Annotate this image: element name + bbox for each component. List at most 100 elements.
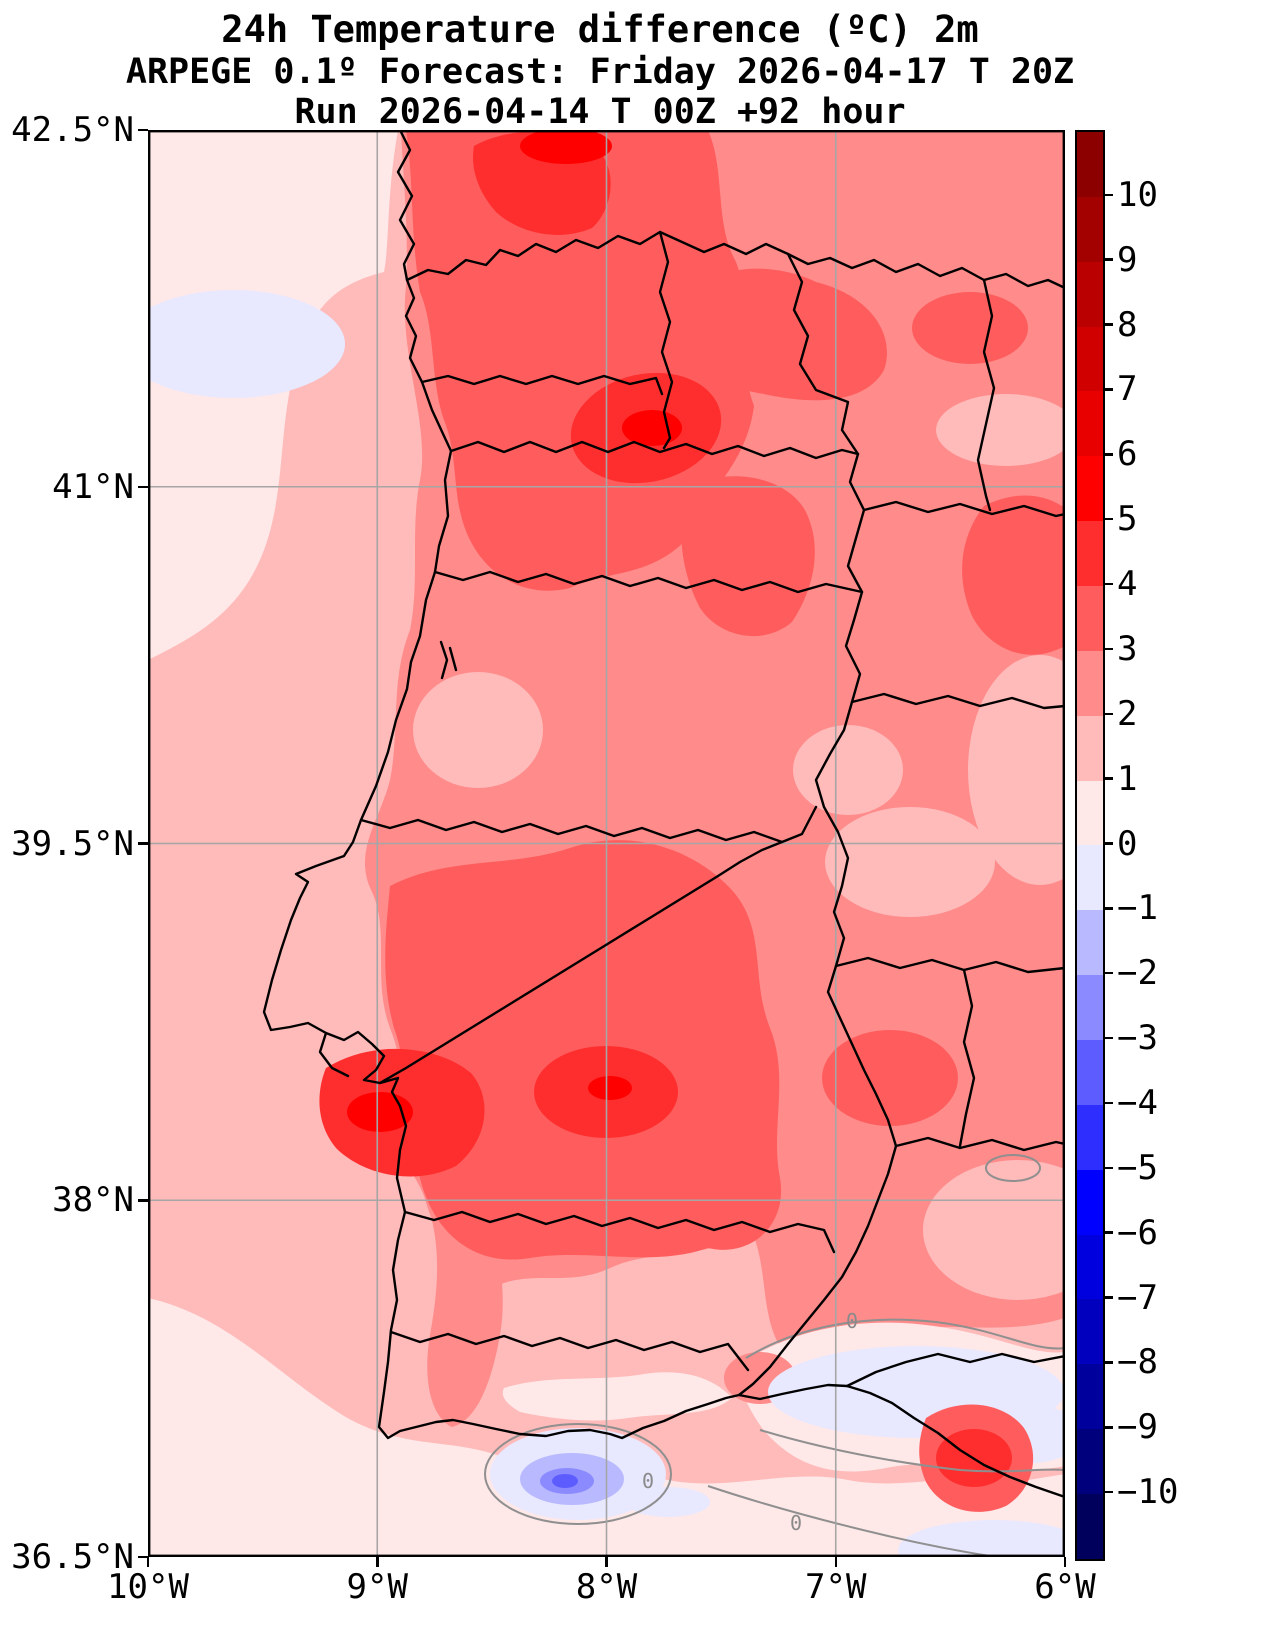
lat-tick-mark bbox=[138, 1199, 148, 1202]
east-border bbox=[737, 252, 898, 1397]
colorbar-segment bbox=[1077, 391, 1103, 457]
colorbar-tick-mark bbox=[1105, 453, 1113, 456]
colorbar-tick-label: 10 bbox=[1117, 174, 1158, 215]
lon-tick-mark bbox=[376, 1557, 379, 1567]
colorbar-segment bbox=[1077, 1429, 1103, 1495]
colorbar-tick-label: −5 bbox=[1117, 1147, 1158, 1188]
colorbar-tick-label: 4 bbox=[1117, 564, 1138, 605]
colorbar-tick-mark bbox=[1105, 582, 1113, 586]
colorbar-segment bbox=[1077, 1234, 1103, 1300]
colorbar-segment bbox=[1077, 1364, 1103, 1430]
colorbar-tick-mark bbox=[1105, 1231, 1113, 1234]
coastline bbox=[262, 130, 1065, 1499]
lat-tick-label: 41°N bbox=[52, 466, 134, 507]
map-plot-area: 0 0 0 0 0 bbox=[148, 130, 1065, 1557]
colorbar-segment bbox=[1077, 456, 1103, 522]
north-border bbox=[405, 230, 1065, 290]
lon-tick-label: 6°W bbox=[1034, 1567, 1096, 1607]
colorbar-tick-label: −9 bbox=[1117, 1407, 1158, 1448]
lat-tick-label: 36.5°N bbox=[11, 1537, 134, 1577]
lon-tick-label: 9°W bbox=[346, 1567, 408, 1607]
portugal-weather-map-svg: 0 0 0 0 0 bbox=[148, 130, 1065, 1557]
lon-tick-label: 7°W bbox=[805, 1567, 867, 1607]
colorbar-tick-label: 9 bbox=[1117, 239, 1138, 280]
lon-tick-mark bbox=[834, 1557, 837, 1567]
colorbar-tick-mark bbox=[1105, 907, 1113, 910]
colorbar-segment bbox=[1077, 586, 1103, 651]
colorbar-segment bbox=[1077, 261, 1103, 327]
colorbar-tick-label: 2 bbox=[1117, 693, 1138, 734]
map-frame bbox=[148, 130, 1065, 1557]
colorbar-tick-label: −10 bbox=[1117, 1472, 1179, 1513]
colorbar-tick-label: −7 bbox=[1117, 1277, 1158, 1318]
colorbar-segment bbox=[1077, 1299, 1103, 1365]
colorbar-tick-label: 1 bbox=[1117, 758, 1138, 799]
zero-contour-label: 0 bbox=[790, 1511, 802, 1535]
lat-tick-mark bbox=[138, 1555, 148, 1559]
colorbar-segment bbox=[1077, 132, 1103, 197]
colorbar-tick-label: −8 bbox=[1117, 1342, 1158, 1383]
colorbar-tick-mark bbox=[1105, 712, 1113, 716]
lat-tick-label: 38°N bbox=[52, 1180, 134, 1221]
colorbar-tick-mark bbox=[1105, 517, 1113, 521]
colorbar-segment bbox=[1077, 845, 1103, 911]
colorbar-segment bbox=[1077, 780, 1103, 846]
colorbar-tick-label: −1 bbox=[1117, 888, 1158, 929]
colorbar-tick-label: 7 bbox=[1117, 369, 1138, 410]
lon-tick-label: 8°W bbox=[575, 1567, 638, 1607]
colorbar-segment bbox=[1077, 975, 1103, 1041]
colorbar-segment bbox=[1077, 326, 1103, 392]
colorbar-tick-mark bbox=[1105, 1166, 1113, 1170]
colorbar-segment bbox=[1077, 196, 1103, 262]
lon-tick-mark bbox=[1063, 1557, 1067, 1567]
colorbar bbox=[1075, 130, 1105, 1561]
colorbar-tick-mark bbox=[1105, 1490, 1113, 1494]
colorbar-tick-mark bbox=[1105, 1361, 1113, 1364]
colorbar-tick-label: 8 bbox=[1117, 304, 1138, 345]
colorbar-tick-label: 3 bbox=[1117, 628, 1138, 669]
colorbar-tick-label: 0 bbox=[1117, 823, 1138, 864]
colorbar-tick-label: 5 bbox=[1117, 499, 1138, 540]
lat-tick-label: 39.5°N bbox=[11, 823, 134, 864]
colorbar-segment bbox=[1077, 910, 1103, 976]
title-line-1: 24h Temperature difference (ºC) 2m bbox=[221, 8, 979, 51]
colorbar-segment bbox=[1077, 1104, 1103, 1170]
colorbar-tick-mark bbox=[1105, 1101, 1113, 1105]
colorbar-tick-label: −2 bbox=[1117, 953, 1158, 994]
colorbar-tick-mark bbox=[1105, 842, 1113, 845]
lon-tick-mark bbox=[605, 1557, 608, 1567]
title-line-2: ARPEGE 0.1º Forecast: Friday 2026-04-17 … bbox=[125, 52, 1075, 92]
lat-tick-mark bbox=[138, 128, 148, 132]
colorbar-segment bbox=[1077, 1169, 1103, 1235]
colorbar-segment bbox=[1077, 1494, 1103, 1559]
colorbar-tick-mark bbox=[1105, 193, 1113, 197]
colorbar-tick-mark bbox=[1105, 1426, 1113, 1429]
lon-tick-label: 10°W bbox=[107, 1567, 189, 1607]
lon-tick-mark bbox=[146, 1557, 150, 1567]
zero-contour-label: 0 bbox=[642, 1469, 654, 1493]
zero-contours bbox=[484, 1154, 1065, 1557]
colorbar-tick-mark bbox=[1105, 777, 1113, 780]
colorbar-tick-mark bbox=[1105, 1036, 1113, 1040]
colorbar-segment bbox=[1077, 1040, 1103, 1105]
colorbar-segment bbox=[1077, 650, 1103, 716]
admin-boundaries bbox=[262, 130, 1065, 1499]
colorbar-tick-label: −4 bbox=[1117, 1082, 1158, 1123]
zero-contour-labels: 0 0 0 0 0 bbox=[642, 1309, 858, 1535]
colorbar-tick-mark bbox=[1105, 1296, 1113, 1299]
lat-tick-label: 42.5°N bbox=[11, 110, 134, 150]
colorbar-segment bbox=[1077, 521, 1103, 587]
lat-tick-mark bbox=[138, 485, 148, 488]
colorbar-tick-mark bbox=[1105, 647, 1113, 651]
lat-tick-mark bbox=[138, 842, 148, 845]
title-line-3: Run 2026-04-14 T 00Z +92 hour bbox=[294, 92, 906, 132]
colorbar-tick-label: 6 bbox=[1117, 434, 1138, 475]
colorbar-tick-label: −6 bbox=[1117, 1212, 1158, 1253]
colorbar-tick-mark bbox=[1105, 971, 1113, 975]
colorbar-tick-mark bbox=[1105, 388, 1113, 391]
graticule-gridlines bbox=[148, 130, 1065, 1557]
colorbar-tick-mark bbox=[1105, 258, 1113, 261]
colorbar-segment bbox=[1077, 715, 1103, 781]
zero-contour-label: 0 bbox=[846, 1309, 858, 1333]
